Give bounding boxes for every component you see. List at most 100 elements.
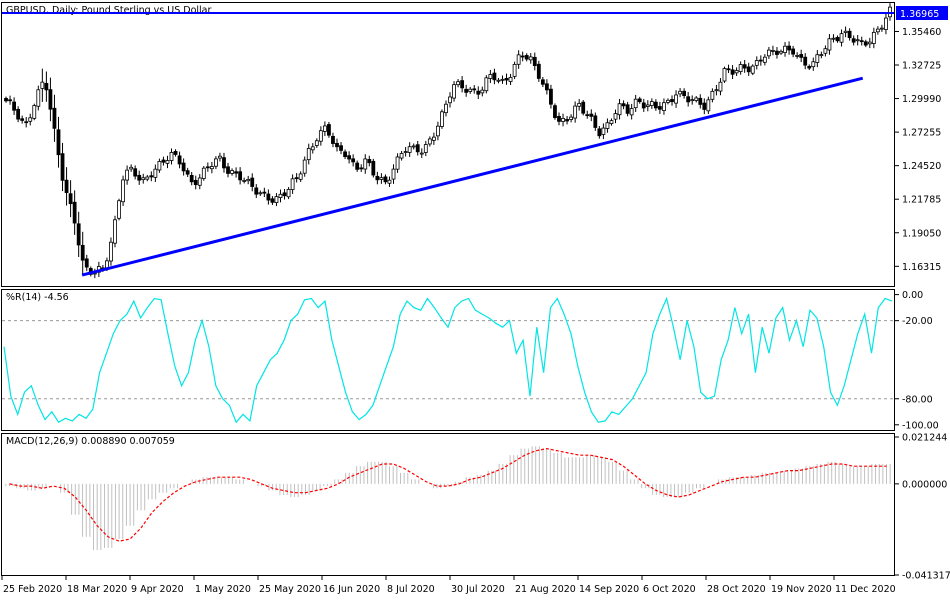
candle-body [411, 145, 416, 148]
candle-body [460, 80, 465, 89]
candle [714, 84, 719, 96]
time-tick-label: 9 Apr 2020 [131, 584, 184, 595]
candle-body [649, 101, 654, 106]
candle-body [363, 158, 368, 170]
candle [452, 81, 456, 102]
price-tick-label: 1.16315 [902, 262, 941, 273]
candle [177, 151, 182, 169]
candle [771, 45, 775, 56]
candle-body [125, 169, 130, 181]
candle [383, 174, 388, 185]
candle [145, 174, 150, 182]
candle-body [415, 144, 420, 153]
candle [593, 112, 598, 131]
candle-body [738, 64, 743, 72]
candle [758, 55, 763, 66]
candle-body [109, 241, 113, 262]
candle [791, 45, 796, 58]
candle-body [645, 104, 650, 107]
candle [28, 113, 33, 126]
candle-body [137, 174, 142, 181]
candle-body [250, 177, 255, 187]
candle [625, 101, 630, 117]
candle-body [536, 63, 541, 79]
candle-body [585, 114, 590, 117]
candle-body [714, 89, 719, 92]
candle [666, 98, 670, 105]
candle-body [456, 81, 460, 86]
candle [847, 28, 852, 41]
candle [476, 86, 481, 100]
candle-body [726, 68, 731, 71]
candle-body [359, 167, 364, 170]
candle-body [80, 244, 85, 261]
candle-body [734, 70, 739, 74]
candle [355, 160, 360, 172]
candle-body [710, 90, 715, 100]
candle-body [871, 31, 876, 44]
candle [686, 92, 691, 107]
candle [444, 100, 448, 117]
candle-body [141, 177, 146, 181]
candle [286, 187, 291, 200]
candle-body [613, 113, 618, 120]
candle [234, 167, 238, 178]
candle [347, 151, 352, 164]
candle [40, 68, 45, 102]
candle [302, 156, 307, 177]
candle [658, 101, 662, 114]
candle [363, 154, 368, 174]
candle-body [427, 138, 432, 145]
candle [76, 211, 81, 258]
candle-body [730, 69, 735, 75]
candle [641, 98, 646, 112]
candle [516, 50, 521, 69]
candle-body [16, 108, 21, 120]
candle [734, 67, 739, 76]
price-plot: 1.36965 [2, 3, 948, 279]
candle-body [847, 30, 852, 39]
candle [129, 164, 134, 172]
candle [335, 138, 339, 152]
candle [185, 167, 190, 177]
candle-body [201, 167, 206, 179]
candle-body [351, 158, 356, 163]
price-axis: 1.35460 1.32725 1.29990 1.27255 1.24520 1.217… [895, 27, 941, 273]
time-tick-label: 6 Oct 2020 [643, 584, 696, 595]
macd-title: MACD(12,26,9) 0.008890 0.007059 [6, 436, 175, 447]
candle [827, 34, 832, 55]
candle-body [581, 101, 586, 114]
candle-body [197, 177, 202, 186]
candle [32, 103, 37, 121]
time-tick-label: 16 Jun 2020 [323, 584, 380, 595]
candle-body [230, 170, 234, 174]
candle [415, 140, 420, 156]
candle-body [686, 96, 691, 103]
candle-body [811, 61, 816, 68]
candle-body [569, 116, 574, 120]
candle [484, 75, 489, 94]
candle-body [670, 99, 674, 103]
macd-axis: 0.021244 0.000000 -0.041317 [895, 433, 950, 582]
candle [310, 143, 315, 154]
candle [540, 77, 545, 88]
candle [52, 94, 57, 142]
candle-body [658, 106, 662, 110]
candle-body [214, 158, 218, 167]
time-tick-label: 8 Jul 2020 [387, 584, 435, 595]
candle-body [718, 81, 723, 92]
candle-body [32, 105, 37, 119]
candle [884, 13, 888, 35]
candle [795, 52, 800, 59]
candle-body [298, 173, 303, 180]
candle-body [322, 125, 327, 132]
macd-plot [5, 446, 891, 551]
candle [815, 50, 820, 68]
candle-body [621, 103, 626, 107]
price-tick-label: 1.24520 [902, 161, 941, 172]
candle-body [855, 39, 860, 42]
candle [16, 106, 21, 123]
candle-body [105, 260, 109, 269]
